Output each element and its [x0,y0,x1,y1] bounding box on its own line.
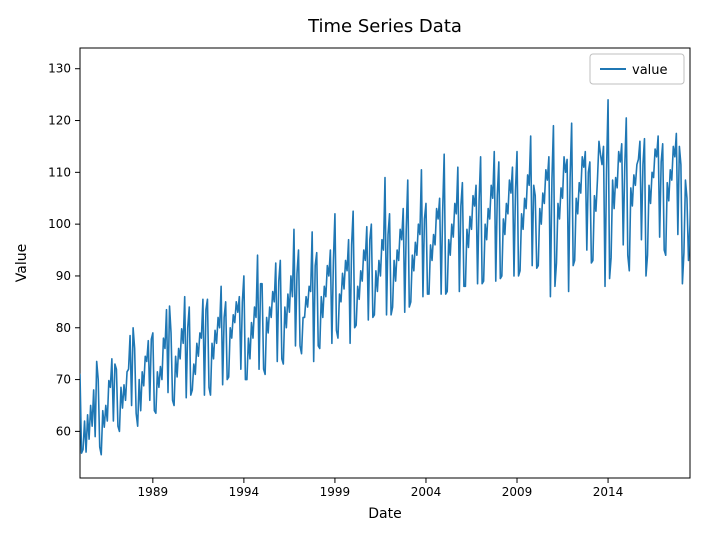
y-tick-label: 100 [48,217,71,231]
y-tick-label: 60 [56,424,71,438]
legend: value [590,54,684,84]
x-tick-label: 1989 [138,485,169,499]
x-tick-label: 2014 [593,485,624,499]
x-tick-label: 2004 [411,485,442,499]
x-tick-label: 1994 [229,485,260,499]
y-tick-label: 120 [48,114,71,128]
x-axis-label: Date [368,506,401,522]
legend-label: value [632,63,668,78]
x-tick-label: 1999 [320,485,351,499]
timeseries-chart: 1989 1994 1999 2004 2009 2014 60 70 80 90 100 110 12… [0,0,720,548]
y-tick-label: 80 [56,321,71,335]
x-tick-label: 2009 [502,485,533,499]
y-axis-label: Value [14,244,30,282]
y-tick-label: 130 [48,62,71,76]
y-tick-label: 110 [48,165,71,179]
x-ticks: 1989 1994 1999 2004 2009 2014 [138,478,624,499]
plot-area [80,48,690,478]
y-tick-label: 90 [56,269,71,283]
chart-title: Time Series Data [307,16,462,37]
y-ticks: 60 70 80 90 100 110 120 130 [48,62,80,439]
chart-container: 1989 1994 1999 2004 2009 2014 60 70 80 90 100 110 12… [0,0,720,548]
y-tick-label: 70 [56,373,71,387]
